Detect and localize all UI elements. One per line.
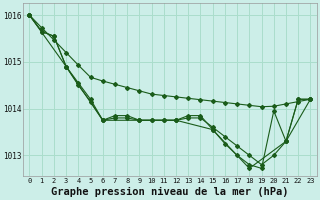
X-axis label: Graphe pression niveau de la mer (hPa): Graphe pression niveau de la mer (hPa) [51,186,289,197]
